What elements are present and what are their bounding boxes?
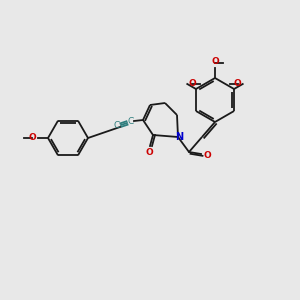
Text: O: O (211, 57, 219, 66)
Text: O: O (233, 80, 241, 88)
Text: C: C (114, 122, 120, 130)
Text: O: O (189, 80, 196, 88)
Text: O: O (145, 148, 153, 157)
Text: C: C (128, 118, 134, 127)
Text: N: N (175, 132, 183, 142)
Text: O: O (28, 134, 36, 142)
Text: O: O (203, 151, 211, 160)
